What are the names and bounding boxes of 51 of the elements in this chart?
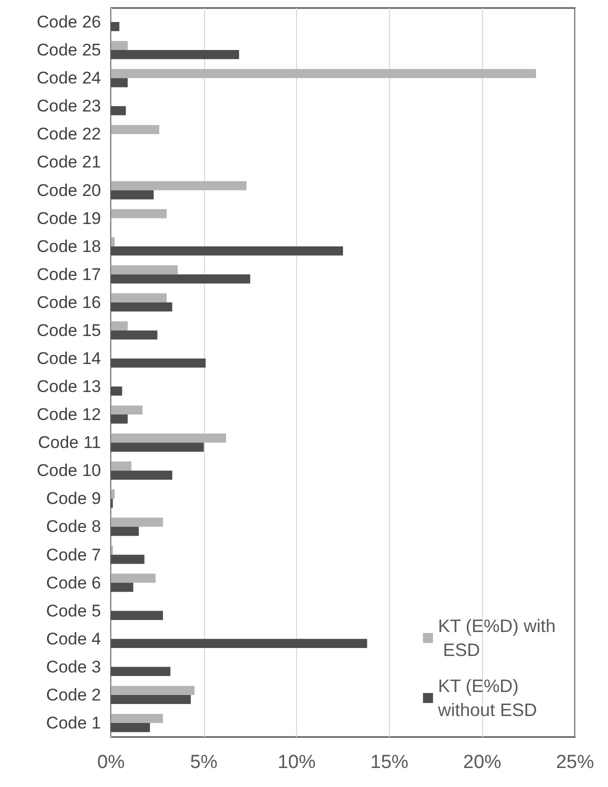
y-tick-label: Code 24 [36,68,101,88]
y-tick-label: Code 11 [38,433,101,452]
bar [111,405,143,415]
bar [111,574,156,583]
bar [111,433,226,443]
y-tick-label: Code 18 [36,236,101,256]
y-tick-label: Code 2 [46,685,101,704]
y-tick-label: Code 26 [36,12,101,32]
y-tick-label: Code 8 [46,517,101,536]
y-tick-label: Code 13 [36,377,101,396]
bar [111,237,115,246]
y-tick-label: Code 9 [46,489,101,508]
bar [111,68,536,78]
y-tick-label: Code 12 [36,405,101,424]
legend-label: KT (E%D) with ESD [438,616,556,660]
y-tick-label: Code 4 [46,629,101,648]
y-tick-label: Code 22 [36,124,101,144]
bar [111,686,195,695]
x-tick-label: 15% [370,752,409,773]
bar [111,490,115,499]
y-tick-label: Code 16 [36,292,101,312]
x-tick-label: 20% [463,752,502,773]
bar [111,125,160,134]
bar [111,209,167,218]
y-tick-label: Code 14 [36,348,101,368]
y-tick-label: Code 17 [36,264,101,284]
bar [111,293,167,302]
y-tick-label: Code 19 [36,208,101,228]
bar [111,40,128,50]
y-tick-label: Code 20 [36,180,101,200]
y-tick-label: Code 3 [46,657,101,676]
x-tick-label: 5% [190,752,218,773]
y-tick-label: Code 25 [36,40,101,60]
bar [111,265,178,274]
bar [111,181,246,190]
bar [111,714,163,723]
bar [111,462,132,471]
y-tick-label: Code 7 [46,545,101,564]
legend-label: KT (E%D) without ESD [437,676,538,720]
x-tick-label: 10% [278,752,316,773]
y-tick-label: Code 6 [46,573,101,592]
bar [111,321,128,330]
y-tick-label: Code 1 [46,713,101,732]
x-tick-label: 0% [97,752,125,773]
y-tick-label: Code 10 [36,461,101,480]
y-tick-label: Code 21 [36,152,101,172]
y-tick-label: Code 15 [36,320,101,340]
x-tick-label: 25% [556,752,594,773]
y-tick-label: Code 23 [36,96,101,116]
bar [111,518,163,527]
y-tick-label: Code 5 [46,601,101,620]
